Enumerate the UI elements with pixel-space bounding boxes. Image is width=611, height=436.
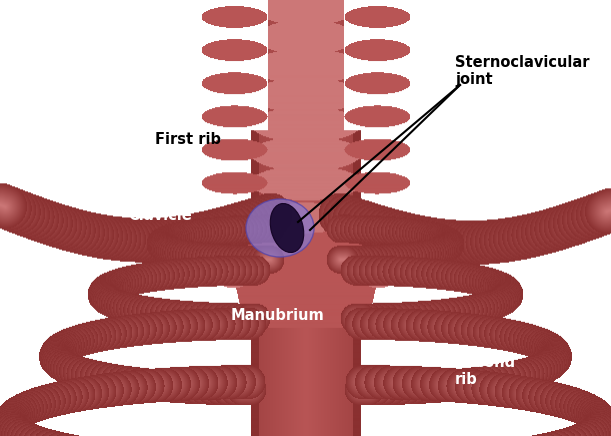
Ellipse shape bbox=[270, 204, 304, 252]
Text: Second
rib: Second rib bbox=[455, 355, 515, 388]
Text: Manubrium: Manubrium bbox=[231, 308, 325, 323]
Text: Clavicle: Clavicle bbox=[128, 208, 192, 222]
Text: First rib: First rib bbox=[155, 132, 221, 147]
Ellipse shape bbox=[246, 199, 314, 257]
Text: Sternoclavicular
joint: Sternoclavicular joint bbox=[455, 55, 590, 87]
